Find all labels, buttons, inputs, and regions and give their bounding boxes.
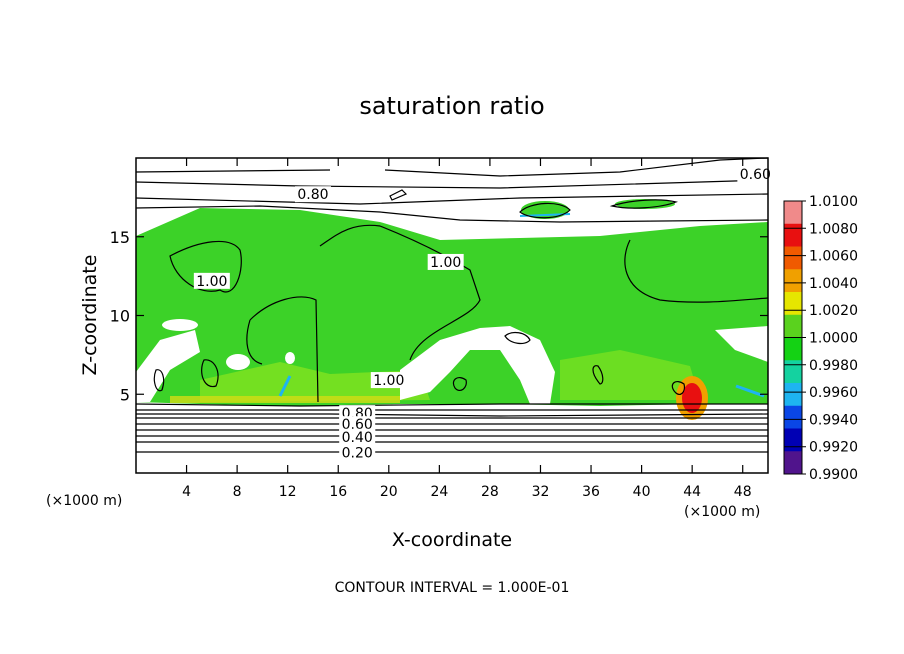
x-unit-right: (×1000 m): [684, 504, 760, 520]
x-tick-label: 12: [279, 484, 297, 500]
colorbar-swatch: [784, 428, 802, 452]
contour-line: [135, 179, 769, 189]
y-axis-label: Z-coordinate: [79, 255, 101, 376]
colorbar-label: 0.9980: [809, 358, 858, 374]
colorbar-swatch: [784, 337, 802, 361]
contour-line: [609, 199, 679, 209]
contour-line: [671, 380, 685, 396]
contour-line: [135, 157, 769, 177]
contour-label-bg: [339, 428, 376, 445]
colorbar-label: 0.9920: [809, 440, 858, 456]
x-tick-label: 44: [683, 484, 701, 500]
contour-line: [201, 359, 219, 388]
x-unit-left: (×1000 m): [46, 493, 122, 509]
colorbar-swatch: [784, 405, 802, 429]
contour-label-bg: [193, 272, 230, 289]
contour-line: [169, 240, 242, 293]
contour-line: [389, 189, 408, 201]
colorbar-swatch: [784, 269, 802, 293]
x-axis: 4 8 12 16 20 24 28 32 36 40 44 48: [182, 158, 752, 500]
subsat-hole: [226, 354, 250, 370]
contour-line: [153, 369, 165, 392]
contour-line: [135, 205, 769, 223]
colorbar-swatch: [784, 223, 802, 247]
saturation-field: [136, 158, 768, 473]
colorbar: 1.0100 1.0080 1.0060 1.0040 1.0020 1.0000 0.99…: [783, 194, 858, 483]
contour-label: 1.00: [196, 274, 227, 290]
colorbar-label: 1.0060: [809, 249, 858, 265]
subsat-hole: [162, 319, 198, 331]
subsat-hole: [715, 326, 768, 362]
contour-label: 0.80: [297, 187, 328, 203]
chart-title: saturation ratio: [359, 92, 544, 120]
colorbar-label: 0.9940: [809, 412, 858, 428]
x-tick-label: 40: [633, 484, 651, 500]
colorbar-swatch: [784, 201, 802, 225]
contour-label: 1.00: [373, 373, 404, 389]
colorbar-label: 1.0100: [809, 194, 858, 210]
x-tick-label: 32: [532, 484, 550, 500]
contour-label: 0.20: [342, 446, 373, 462]
colorbar-swatch: [784, 292, 802, 316]
contour-label-bg: [339, 416, 376, 433]
contour-line: [519, 202, 571, 219]
colorbar-swatch: [784, 246, 802, 270]
contour-line: [135, 193, 769, 205]
x-tick-label: 28: [481, 484, 499, 500]
subsat-hole: [400, 326, 555, 404]
contour-label: 0.60: [740, 167, 771, 183]
x-tick-label: 16: [329, 484, 347, 500]
y-axis: 5 10 15: [110, 228, 768, 404]
x-tick-label: 8: [233, 484, 242, 500]
contour-label: 1.00: [430, 255, 461, 271]
colorbar-swatch: [784, 383, 802, 407]
contour-line: [592, 365, 604, 385]
contour-line: [624, 239, 769, 303]
contour-label-bg: [339, 444, 376, 461]
supersat-patch: [200, 362, 430, 402]
colorbar-label: 0.9960: [809, 385, 858, 401]
subsat-hole: [285, 352, 295, 364]
colorbar-swatch: [784, 314, 802, 338]
x-tick-label: 20: [380, 484, 398, 500]
contour-label-bg: [427, 253, 464, 270]
y-tick-label: 5: [120, 385, 130, 404]
contour-line: [136, 413, 769, 417]
contour-lines: [135, 157, 769, 453]
contour-label-bg: [737, 165, 774, 182]
subsat-edge: [735, 384, 765, 398]
contour-label-bg: [294, 186, 331, 203]
y-tick-label: 10: [110, 307, 130, 326]
contour-label: 0.40: [342, 430, 373, 446]
x-tick-label: 4: [182, 484, 191, 500]
colorbar-label: 1.0020: [809, 303, 858, 319]
contour-interval-note: CONTOUR INTERVAL = 1.000E-01: [335, 580, 570, 596]
contour-label-bg: [370, 372, 407, 389]
colorbar-swatch: [784, 451, 802, 475]
x-tick-label: 24: [430, 484, 448, 500]
x-tick-label: 48: [734, 484, 752, 500]
subsat-edge: [278, 375, 292, 397]
contour-line: [452, 376, 467, 392]
subsat-hole: [136, 330, 200, 402]
colorbar-swatch: [784, 360, 802, 384]
contour-line: [135, 403, 768, 407]
y-tick-label: 15: [110, 228, 130, 247]
contour-line: [319, 224, 481, 361]
x-axis-label: X-coordinate: [392, 529, 512, 551]
contour-labels: 0.800.601.001.001.000.800.600.400.20: [193, 165, 774, 462]
colorbar-label: 1.0040: [809, 276, 858, 292]
colorbar-label: 1.0080: [809, 221, 858, 237]
supersat-base: [170, 396, 400, 403]
colorbar-label: 0.9900: [809, 467, 858, 483]
x-tick-label: 36: [582, 484, 600, 500]
contour-line: [246, 296, 319, 403]
max-supersat-blob: [682, 383, 702, 413]
colorbar-label: 1.0000: [809, 331, 858, 347]
supersat-patch: [560, 350, 700, 400]
contour-line: [504, 331, 531, 345]
